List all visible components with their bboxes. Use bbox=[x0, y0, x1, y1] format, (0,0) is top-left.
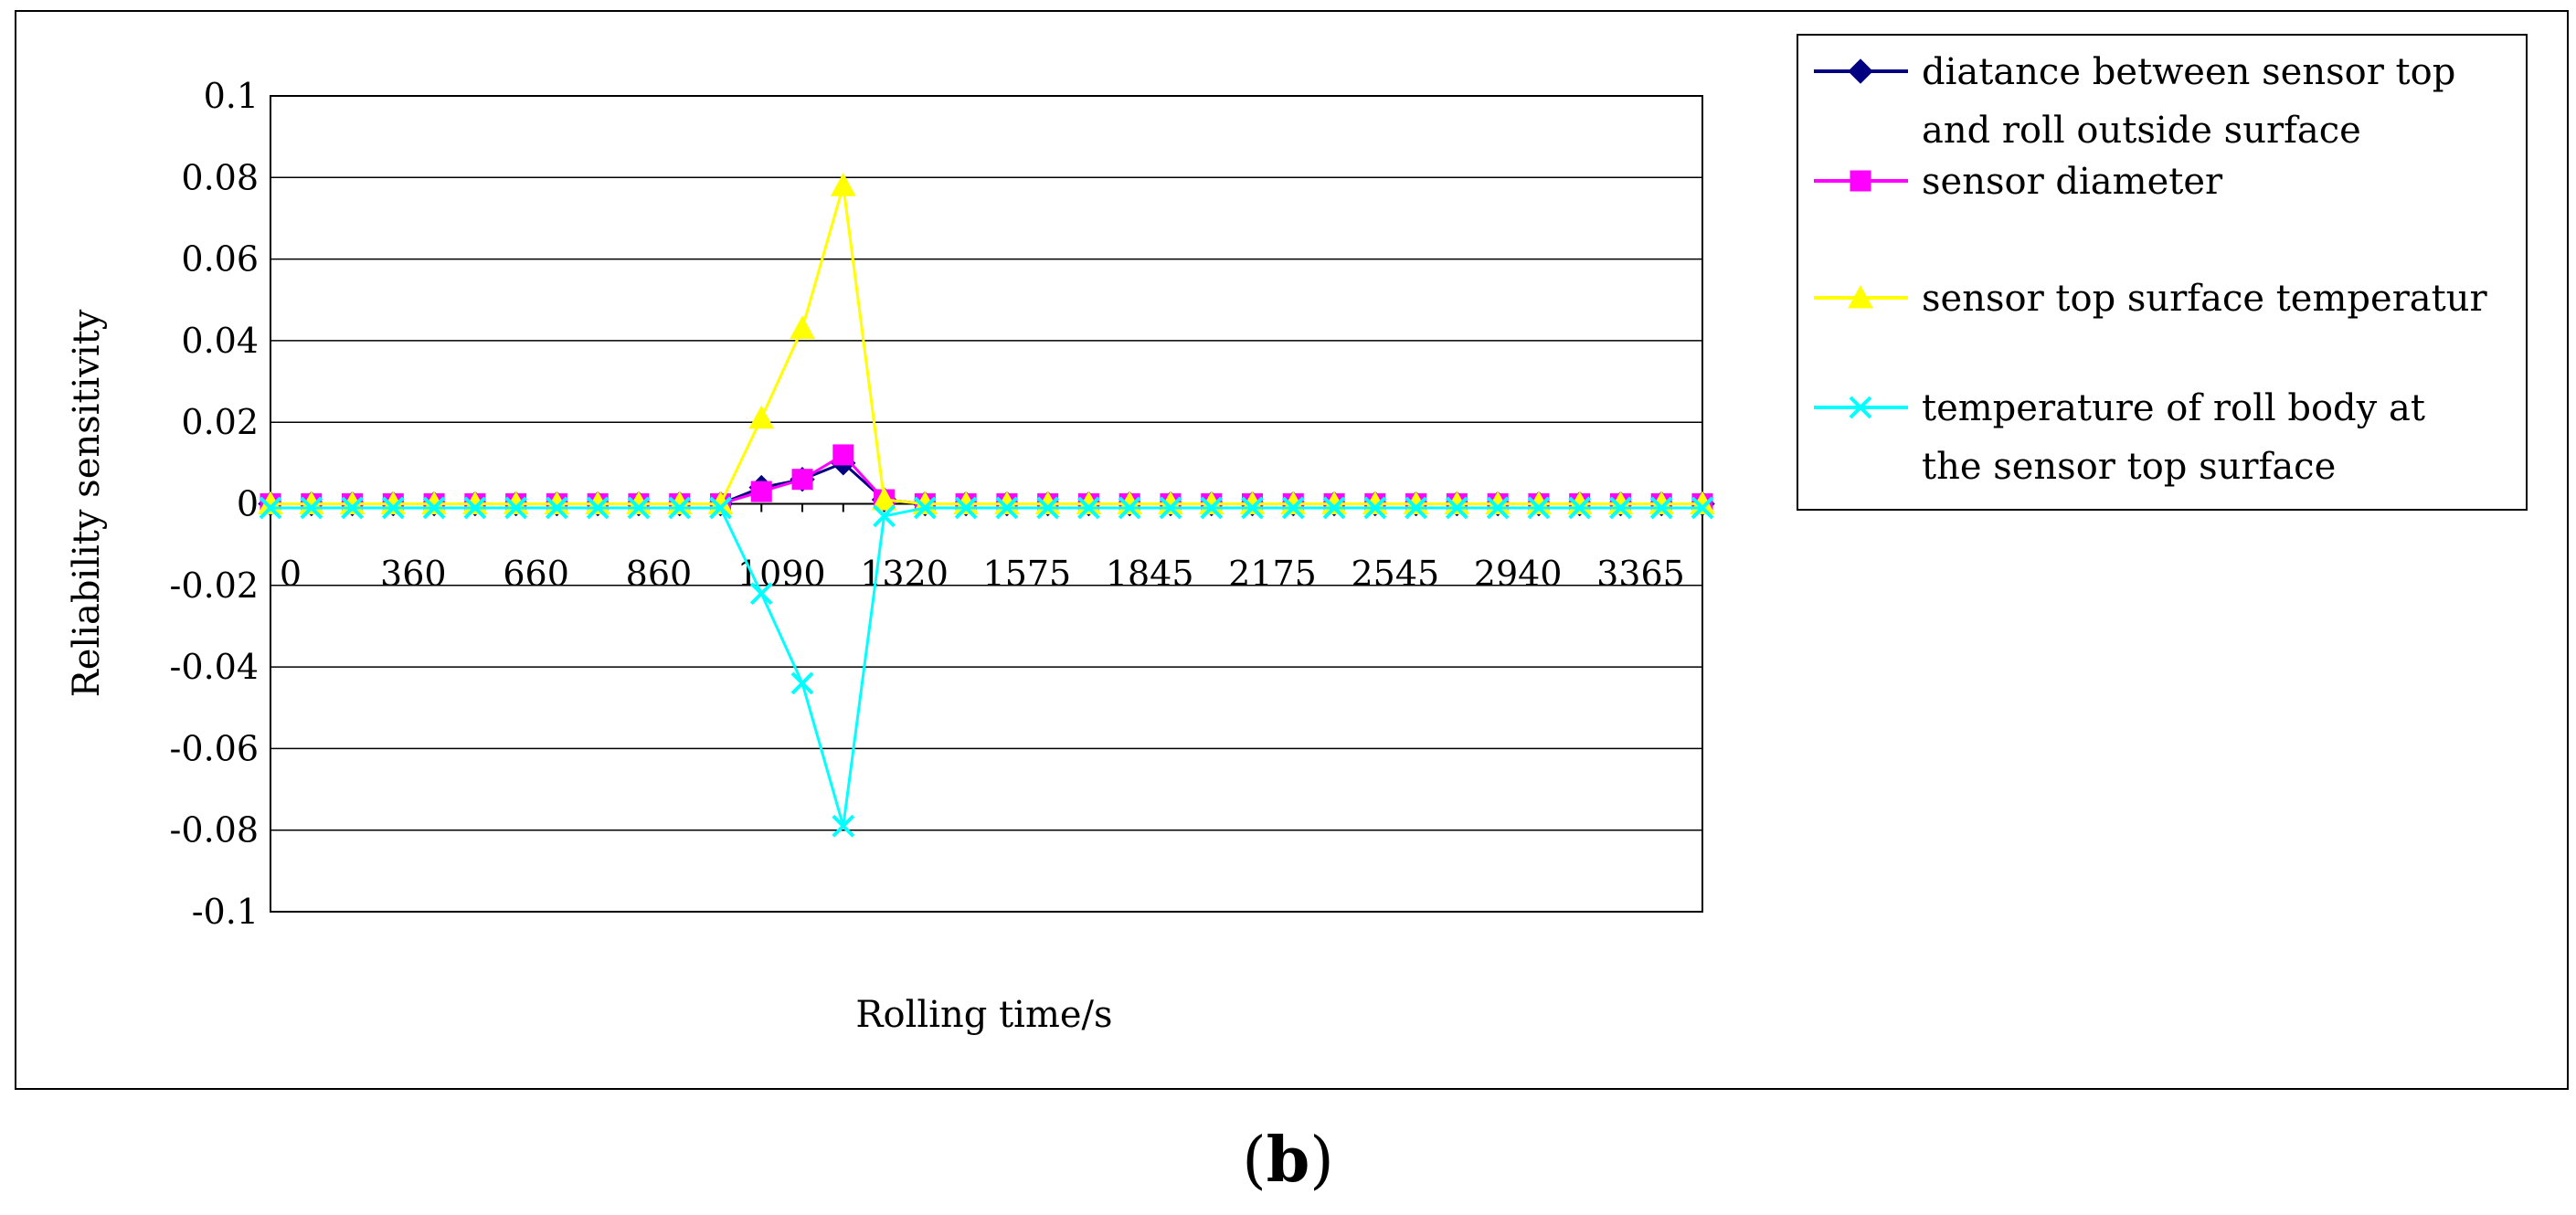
data-point bbox=[1527, 496, 1551, 520]
data-point bbox=[1405, 496, 1428, 520]
y-axis-ticks: 0.1 0.08 0.06 0.04 0.02 0 -0.02 -0.04 -0.06 -0.08… bbox=[170, 76, 259, 932]
data-point bbox=[1486, 496, 1510, 520]
caption-open-paren: ( bbox=[1242, 1125, 1267, 1197]
data-point bbox=[1159, 496, 1182, 520]
y-tick-label: -0.04 bbox=[170, 647, 259, 687]
data-point bbox=[1241, 496, 1264, 520]
legend-label: temperature of roll body at bbox=[1922, 387, 2425, 429]
legend-box bbox=[1797, 34, 2528, 511]
legend-marker bbox=[1849, 396, 1872, 419]
data-point bbox=[1281, 496, 1305, 520]
legend-entry: sensor diameter bbox=[1814, 161, 2223, 203]
x-tick-label: 3365 bbox=[1596, 554, 1685, 594]
data-point bbox=[668, 496, 692, 520]
data-point bbox=[832, 814, 855, 838]
series-group bbox=[258, 173, 1715, 838]
data-point bbox=[790, 315, 815, 340]
data-point bbox=[1118, 496, 1141, 520]
data-point bbox=[586, 496, 610, 520]
x-tick-label: 2175 bbox=[1228, 554, 1317, 594]
data-point bbox=[504, 496, 528, 520]
legend-marker bbox=[1848, 284, 1873, 309]
y-tick-label: 0.04 bbox=[181, 321, 259, 361]
data-point bbox=[300, 496, 323, 520]
data-point bbox=[1691, 496, 1714, 520]
data-point bbox=[1609, 496, 1632, 520]
legend-marker bbox=[1850, 170, 1871, 192]
data-point bbox=[627, 496, 651, 520]
caption-letter: b bbox=[1266, 1124, 1310, 1197]
x-tick-label: 360 bbox=[380, 554, 447, 594]
data-point bbox=[259, 496, 282, 520]
data-point bbox=[995, 496, 1019, 520]
legend-entry: temperature of roll body at the sensor to… bbox=[1814, 387, 2425, 488]
y-tick-label: 0.02 bbox=[181, 402, 259, 442]
y-tick-label: -0.08 bbox=[170, 810, 259, 850]
y-tick-label: 0 bbox=[237, 484, 259, 524]
legend-label: the sensor top surface bbox=[1922, 446, 2336, 488]
legend: diatance between sensor top and roll outs… bbox=[1814, 51, 2487, 488]
legend-label: and roll outside surface bbox=[1922, 110, 2361, 152]
data-point bbox=[1568, 496, 1592, 520]
x-tick-label: 1845 bbox=[1106, 554, 1194, 594]
data-point bbox=[341, 496, 364, 520]
data-point bbox=[830, 173, 856, 196]
data-point bbox=[873, 504, 896, 528]
x-tick-label: 2545 bbox=[1351, 554, 1439, 594]
figure-caption: (b) bbox=[0, 1124, 2576, 1197]
caption-close-paren: ) bbox=[1309, 1125, 1334, 1197]
data-point bbox=[1649, 496, 1673, 520]
y-tick-label: 0.06 bbox=[181, 239, 259, 280]
y-tick-label: -0.02 bbox=[170, 565, 259, 606]
x-tick-label: 2940 bbox=[1474, 554, 1563, 594]
data-point bbox=[791, 469, 813, 491]
data-point bbox=[709, 496, 732, 520]
y-tick-label: 0.08 bbox=[181, 157, 259, 197]
legend-label: sensor top surface temperatur bbox=[1922, 278, 2487, 320]
data-point bbox=[790, 671, 814, 695]
x-tick-label: 660 bbox=[503, 554, 569, 594]
data-point bbox=[871, 486, 897, 511]
y-tick-label: 0.1 bbox=[204, 76, 259, 116]
data-point bbox=[463, 496, 487, 520]
data-point bbox=[545, 496, 568, 520]
legend-marker bbox=[1848, 58, 1873, 84]
data-point bbox=[832, 444, 854, 466]
series-line bbox=[270, 506, 1702, 827]
x-axis-ticks: 0 360 660 860 1090 1320 1575 1845 2175 2545 2940 33… bbox=[270, 503, 1703, 594]
x-tick-label: 860 bbox=[626, 554, 693, 594]
data-point bbox=[422, 496, 446, 520]
data-point bbox=[1363, 496, 1387, 520]
data-point bbox=[749, 582, 773, 606]
data-point bbox=[1036, 496, 1060, 520]
data-point bbox=[1200, 496, 1224, 520]
x-axis-title: Rolling time/s bbox=[855, 994, 1112, 1036]
data-point bbox=[1077, 496, 1100, 520]
legend-entry: diatance between sensor top and roll outs… bbox=[1814, 51, 2455, 152]
legend-label: sensor diameter bbox=[1922, 161, 2223, 203]
data-point bbox=[1322, 496, 1346, 520]
data-point bbox=[954, 496, 978, 520]
x-tick-label: 1575 bbox=[983, 554, 1072, 594]
y-axis-title: Reliability sensitivity bbox=[66, 309, 108, 697]
x-tick-label: 0 bbox=[280, 554, 302, 594]
series-4 bbox=[259, 496, 1714, 838]
data-point bbox=[748, 405, 775, 429]
y-tick-label: -0.1 bbox=[192, 892, 259, 932]
legend-label: diatance between sensor top bbox=[1922, 51, 2455, 93]
data-point bbox=[750, 481, 772, 502]
data-point bbox=[381, 496, 405, 520]
legend-entry: sensor top surface temperatur bbox=[1814, 278, 2487, 320]
data-point bbox=[1445, 496, 1468, 520]
y-tick-label: -0.06 bbox=[170, 728, 259, 768]
data-point bbox=[913, 496, 937, 520]
